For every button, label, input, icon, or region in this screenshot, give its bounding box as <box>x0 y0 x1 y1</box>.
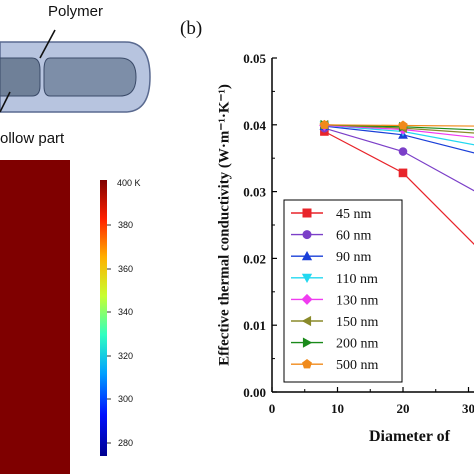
data-point-60-nm <box>398 147 408 156</box>
hollow-segment-right <box>43 57 137 97</box>
colorbar-tick-label: 380 <box>118 220 134 230</box>
legend-marker-200-nm <box>302 337 313 348</box>
hollow-pointer-line <box>0 91 11 113</box>
legend-label-200-nm: 200 nm <box>336 337 379 352</box>
colorbar-tick-label: 300 <box>118 394 134 404</box>
y-tick-label: 0.05 <box>243 51 266 66</box>
legend-label-90-nm: 90 nm <box>336 250 372 265</box>
colorbar <box>100 180 107 456</box>
series-500-nm <box>319 119 474 130</box>
legend-label-110-nm: 110 nm <box>336 272 378 287</box>
series-line-90-nm <box>324 125 474 154</box>
series-line-130-nm <box>324 124 474 138</box>
series-line-500-nm <box>324 124 474 127</box>
legend-marker-90-nm <box>301 250 313 261</box>
chart-legend: 45 nm 60 nm 90 nm 110 nm 130 nm 150 nm 200 nm 5… <box>283 199 403 383</box>
series-line-60-nm <box>324 127 474 192</box>
series-line-150-nm <box>324 124 474 134</box>
x-tick-label: 20 <box>397 401 410 416</box>
panel-label: (b) <box>180 18 203 39</box>
data-point-45-nm <box>398 168 408 178</box>
legend-marker-150-nm <box>301 315 312 327</box>
series-line-45-nm <box>324 130 474 245</box>
series-line-200-nm <box>324 124 474 131</box>
colorbar-ticks <box>107 224 111 444</box>
legend-label-45-nm: 45 nm <box>336 207 372 222</box>
colorbar-tick-label: 360 <box>118 264 134 274</box>
legend-label-150-nm: 150 nm <box>336 315 379 330</box>
polymer-pointer-line <box>39 29 56 59</box>
hollow-tube-illustration <box>0 29 151 113</box>
colorbar-tick-label: 340 <box>118 307 134 317</box>
legend-marker-500-nm <box>302 358 312 369</box>
legend-label-60-nm: 60 nm <box>336 229 372 244</box>
y-tick-label: 0.04 <box>243 118 266 133</box>
legend-box <box>283 199 403 383</box>
x-axis-label: Diameter of <box>369 428 450 445</box>
label-polymer: Polymer <box>48 3 104 20</box>
temperature-field-map <box>0 160 70 474</box>
data-point-500-nm <box>319 119 330 129</box>
colorbar-max-label: 400 K <box>117 178 141 188</box>
x-tick-label: 0 <box>269 401 276 416</box>
label-hollow-part: ollow part <box>0 130 65 147</box>
legend-marker-130-nm <box>301 293 313 305</box>
legend-marker-60-nm <box>302 230 312 240</box>
data-point-500-nm <box>398 120 408 130</box>
chart-axes: 0.00 0.01 0.02 0.03 0.04 0.05 0 10 20 30 <box>243 51 474 416</box>
y-tick-label: 0.02 <box>243 251 266 266</box>
legend-marker-45-nm <box>302 208 312 218</box>
colorbar-tick-label: 320 <box>118 351 134 361</box>
legend-marker-110-nm <box>301 273 313 284</box>
x-tick-label: 30 <box>462 401 474 416</box>
hollow-segment-left <box>0 57 41 97</box>
x-tick-label: 10 <box>331 401 344 416</box>
series-200-nm <box>320 119 474 132</box>
y-tick-label: 0.00 <box>243 385 266 400</box>
y-tick-label: 0.01 <box>243 318 266 333</box>
chart-series-layer <box>319 119 474 245</box>
series-line-110-nm <box>324 124 474 146</box>
y-axis-label: Effective thermal conductivity (W·m⁻¹·K⁻… <box>216 84 233 366</box>
y-tick-label: 0.03 <box>243 185 266 200</box>
legend-label-130-nm: 130 nm <box>336 293 379 308</box>
legend-label-500-nm: 500 nm <box>336 358 379 373</box>
colorbar-tick-label: 280 <box>118 438 134 448</box>
